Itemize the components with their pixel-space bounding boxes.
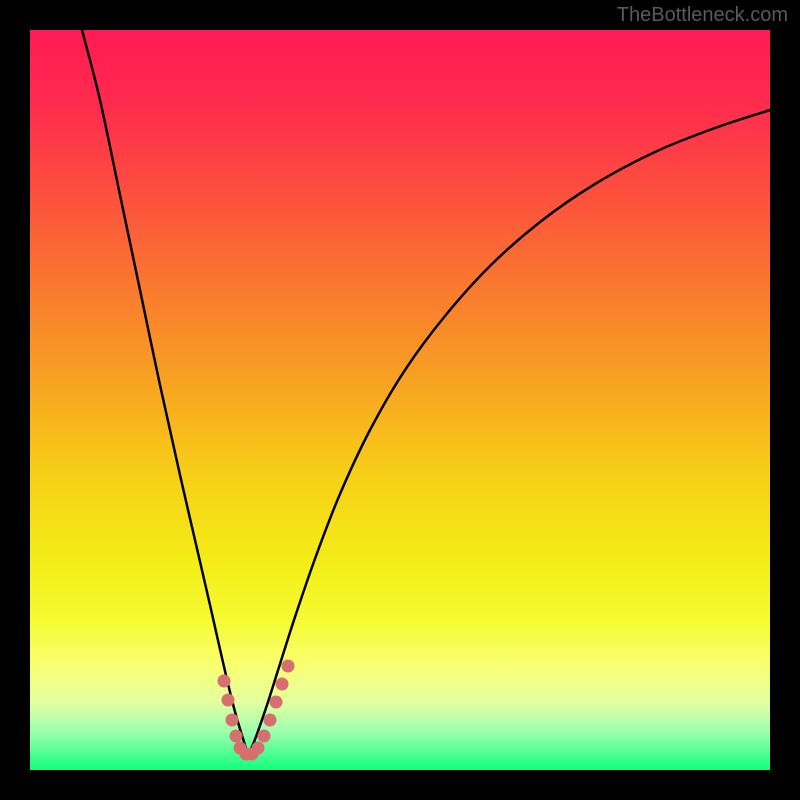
canvas: TheBottleneck.com [0,0,800,800]
plot-area [30,30,770,770]
chart-background-gradient [30,30,770,770]
watermark-text: TheBottleneck.com [617,4,788,27]
